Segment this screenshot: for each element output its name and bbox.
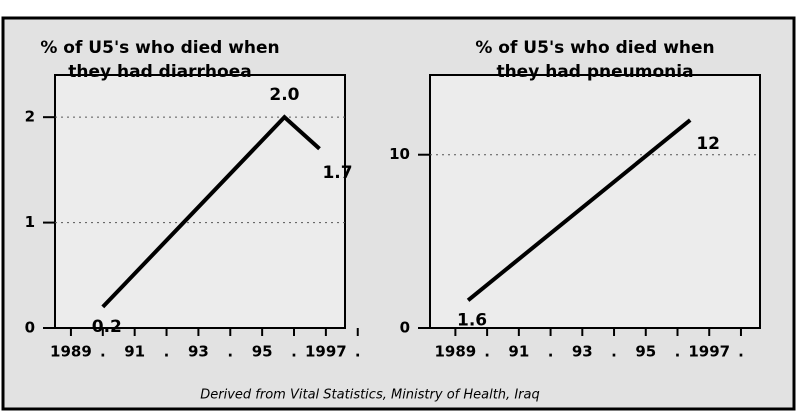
x-tick-label: 1997	[688, 343, 730, 361]
x-tick-label: 91	[124, 343, 145, 361]
value-label: 0.2	[92, 317, 122, 337]
x-tick-label: .	[164, 343, 170, 361]
x-tick-label: .	[738, 343, 744, 361]
x-tick-label: 93	[188, 343, 209, 361]
value-label: 12	[696, 134, 720, 154]
chart-title: % of U5's who died when	[475, 38, 714, 58]
plot-area	[54, 74, 346, 329]
x-tick-label: 1989	[50, 343, 92, 361]
y-tick-label: 0	[400, 319, 410, 337]
x-tick-label: .	[484, 343, 490, 361]
x-tick-label: .	[355, 343, 361, 361]
y-tick-label: 0	[25, 319, 35, 337]
value-label: 2.0	[269, 85, 299, 105]
y-tick-label: 1	[25, 213, 35, 231]
chart-title: they had pneumonia	[496, 62, 693, 82]
value-label: 1.6	[457, 310, 487, 330]
chart-title: % of U5's who died when	[40, 38, 279, 58]
x-tick-label: .	[100, 343, 106, 361]
x-tick-label: .	[611, 343, 617, 361]
x-tick-label: 91	[508, 343, 529, 361]
y-tick-label: 10	[389, 145, 410, 163]
data-line	[101, 114, 321, 309]
x-tick-label: 93	[572, 343, 593, 361]
y-tick-label: 2	[25, 108, 35, 126]
source-note: Derived from Vital Statistics, Ministry …	[200, 388, 539, 403]
x-tick-label: .	[675, 343, 681, 361]
x-tick-label: 1997	[305, 343, 347, 361]
x-tick-label: 95	[252, 343, 273, 361]
x-tick-label: .	[291, 343, 297, 361]
chart-title: they had diarrhoea	[68, 62, 251, 82]
x-tick-label: 95	[635, 343, 656, 361]
value-label: 1.7	[322, 163, 352, 183]
data-line	[466, 118, 692, 302]
x-tick-label: 1989	[435, 343, 477, 361]
x-tick-label: .	[227, 343, 233, 361]
x-tick-label: .	[548, 343, 554, 361]
